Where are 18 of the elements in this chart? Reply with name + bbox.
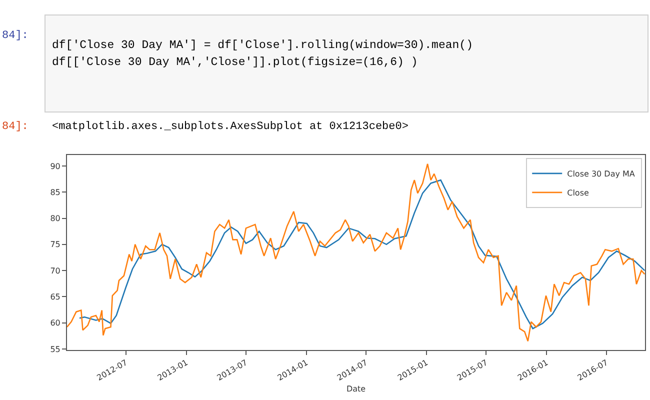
text: 84]: bbox=[2, 121, 28, 133]
legend-label: Close bbox=[567, 188, 589, 198]
y-tick-label: 90 bbox=[50, 162, 60, 171]
y-tick-label: 65 bbox=[50, 292, 60, 302]
y-tick-label: 55 bbox=[50, 344, 60, 354]
text: df['Close 30 Day MA'] = df['Close'].rolling(window=30).mean() bbox=[52, 39, 473, 52]
line-series bbox=[78, 179, 645, 330]
line-series bbox=[67, 163, 645, 342]
text: <matplotlib.axes._subplots.AxesSubplot at 0x1213cebe0> bbox=[52, 121, 408, 133]
legend-label: Close 30 Day MA bbox=[567, 170, 636, 179]
y-tick-label: 60 bbox=[50, 318, 60, 328]
x-axis-title: Date bbox=[346, 384, 366, 394]
y-tick-label: 70 bbox=[50, 266, 60, 276]
y-tick-label: 85 bbox=[50, 188, 60, 197]
y-tick-label: 75 bbox=[50, 240, 60, 250]
y-tick-label: 80 bbox=[50, 214, 60, 224]
text: df[['Close 30 Day MA','Close']].plot(figsize=(16,6) ) bbox=[52, 56, 418, 69]
text: 84]: bbox=[2, 30, 28, 42]
